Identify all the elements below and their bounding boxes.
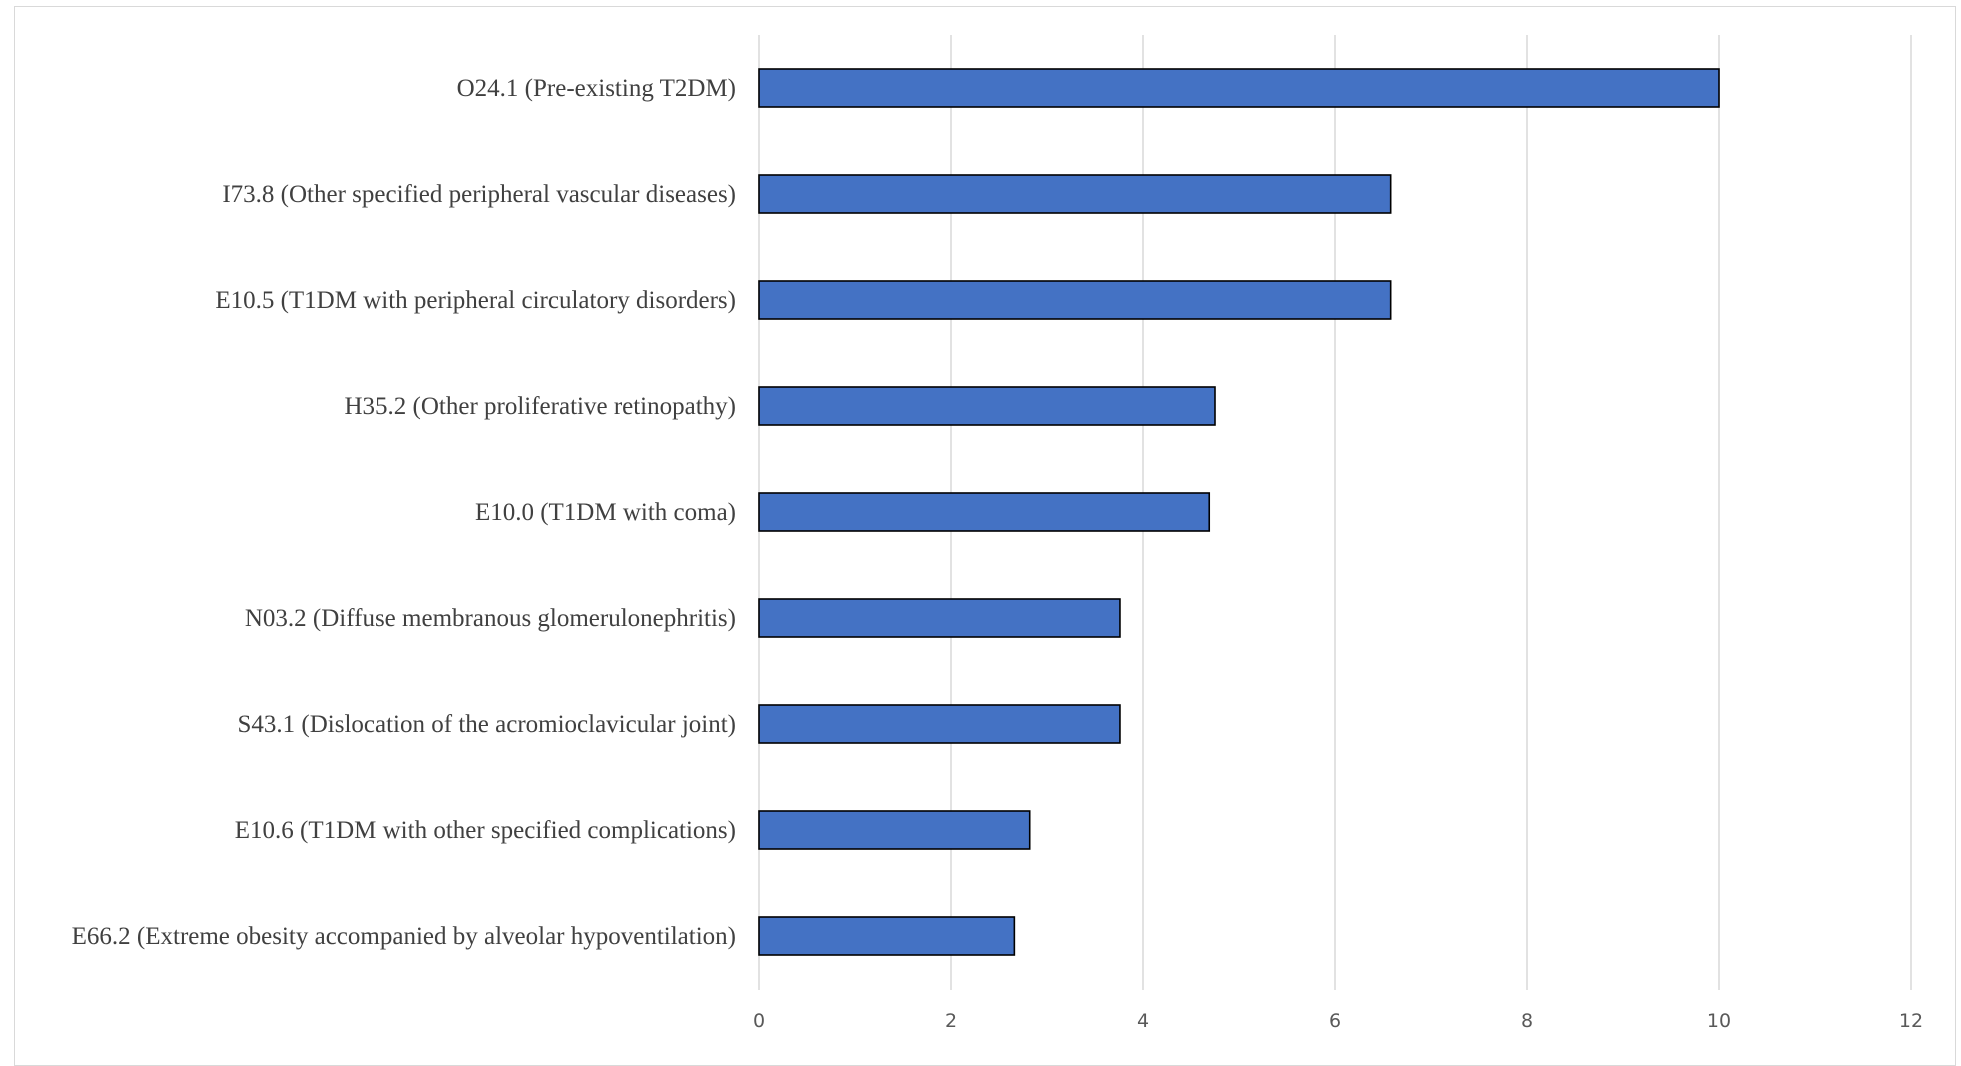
bars [759, 69, 1719, 955]
bar-0 [759, 69, 1719, 107]
bar-2 [759, 281, 1391, 319]
category-label: E10.5 (T1DM with peripheral circulatory … [215, 287, 736, 314]
bar-6 [759, 705, 1120, 743]
category-label: I73.8 (Other specified peripheral vascul… [222, 181, 736, 208]
x-tick-label: 0 [753, 1010, 765, 1032]
bar-7 [759, 811, 1030, 849]
bar-1 [759, 175, 1391, 213]
category-label: N03.2 (Diffuse membranous glomerulonephr… [245, 605, 736, 632]
bar-8 [759, 917, 1014, 955]
x-tick-label: 8 [1521, 1010, 1533, 1032]
bar-3 [759, 387, 1215, 425]
x-tick-label: 10 [1707, 1010, 1731, 1032]
category-label: E66.2 (Extreme obesity accompanied by al… [72, 923, 736, 950]
bar-4 [759, 493, 1209, 531]
category-labels: O24.1 (Pre-existing T2DM) I73.8 (Other sp… [72, 75, 736, 950]
x-tick-label: 4 [1137, 1010, 1149, 1032]
category-label: E10.6 (T1DM with other specified complic… [235, 817, 736, 844]
x-tick-label: 12 [1899, 1010, 1923, 1032]
x-tick-label: 2 [945, 1010, 957, 1032]
category-label: E10.0 (T1DM with coma) [475, 499, 736, 526]
category-label: S43.1 (Dislocation of the acromioclavicu… [238, 711, 736, 738]
x-tick-label: 6 [1329, 1010, 1341, 1032]
x-axis-ticks: 0 2 4 6 8 10 12 [753, 1010, 1923, 1032]
category-label: O24.1 (Pre-existing T2DM) [457, 75, 736, 102]
bar-5 [759, 599, 1120, 637]
category-label: H35.2 (Other proliferative retinopathy) [344, 393, 736, 420]
